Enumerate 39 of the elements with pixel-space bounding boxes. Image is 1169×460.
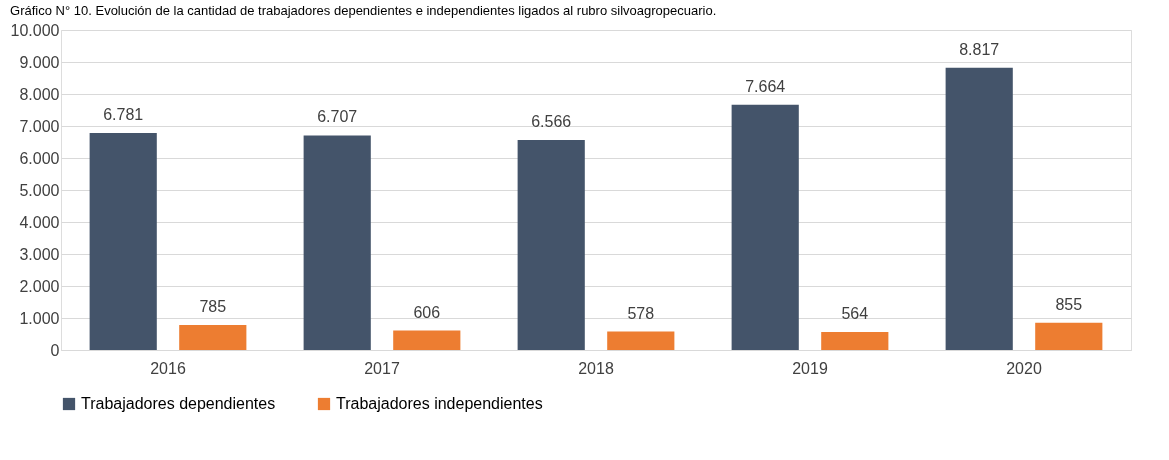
bar <box>945 67 1013 350</box>
data-label: 6.781 <box>103 106 144 124</box>
data-label: 606 <box>413 303 441 321</box>
y-tick-label: 5.000 <box>19 181 60 199</box>
y-tick-label: 4.000 <box>19 213 60 231</box>
bar <box>303 135 371 350</box>
bar <box>89 133 157 350</box>
data-label: 8.817 <box>959 40 1000 58</box>
x-tick-label: 2020 <box>1006 359 1042 377</box>
x-tick-label: 2018 <box>578 359 614 377</box>
y-tick-label: 7.000 <box>19 117 60 135</box>
y-tick-label: 6.000 <box>19 149 60 167</box>
bar <box>179 324 247 350</box>
data-label: 855 <box>1055 295 1083 313</box>
data-label: 6.707 <box>317 108 358 126</box>
bar <box>821 331 889 350</box>
legend-label: Trabajadores independientes <box>336 395 543 412</box>
y-tick-label: 8.000 <box>19 85 60 103</box>
y-tick-label: 9.000 <box>19 53 60 71</box>
x-tick-label: 2019 <box>792 359 828 377</box>
bar <box>731 104 799 350</box>
bar <box>607 331 675 350</box>
x-tick-label: 2017 <box>364 359 400 377</box>
data-label: 578 <box>627 304 655 322</box>
data-label: 6.566 <box>531 112 572 130</box>
bar <box>517 139 585 350</box>
y-tick-label: 3.000 <box>19 245 60 263</box>
data-label: 564 <box>841 304 869 322</box>
data-label: 7.664 <box>745 77 786 95</box>
y-tick-label: 10.000 <box>10 21 60 39</box>
chart-title: Gráfico N° 10. Evolución de la cantidad de trabajadores dependientes e independientes ligados al rubro silvoagropecuario. <box>10 3 717 18</box>
bar <box>1035 322 1103 350</box>
data-label: 785 <box>199 297 227 315</box>
y-tick-label: 2.000 <box>19 277 60 295</box>
x-tick-label: 2016 <box>150 359 186 377</box>
y-tick-label: 0 <box>50 341 60 359</box>
bar <box>393 330 461 350</box>
y-tick-label: 1.000 <box>19 309 60 327</box>
legend-label: Trabajadores dependientes <box>81 395 276 412</box>
